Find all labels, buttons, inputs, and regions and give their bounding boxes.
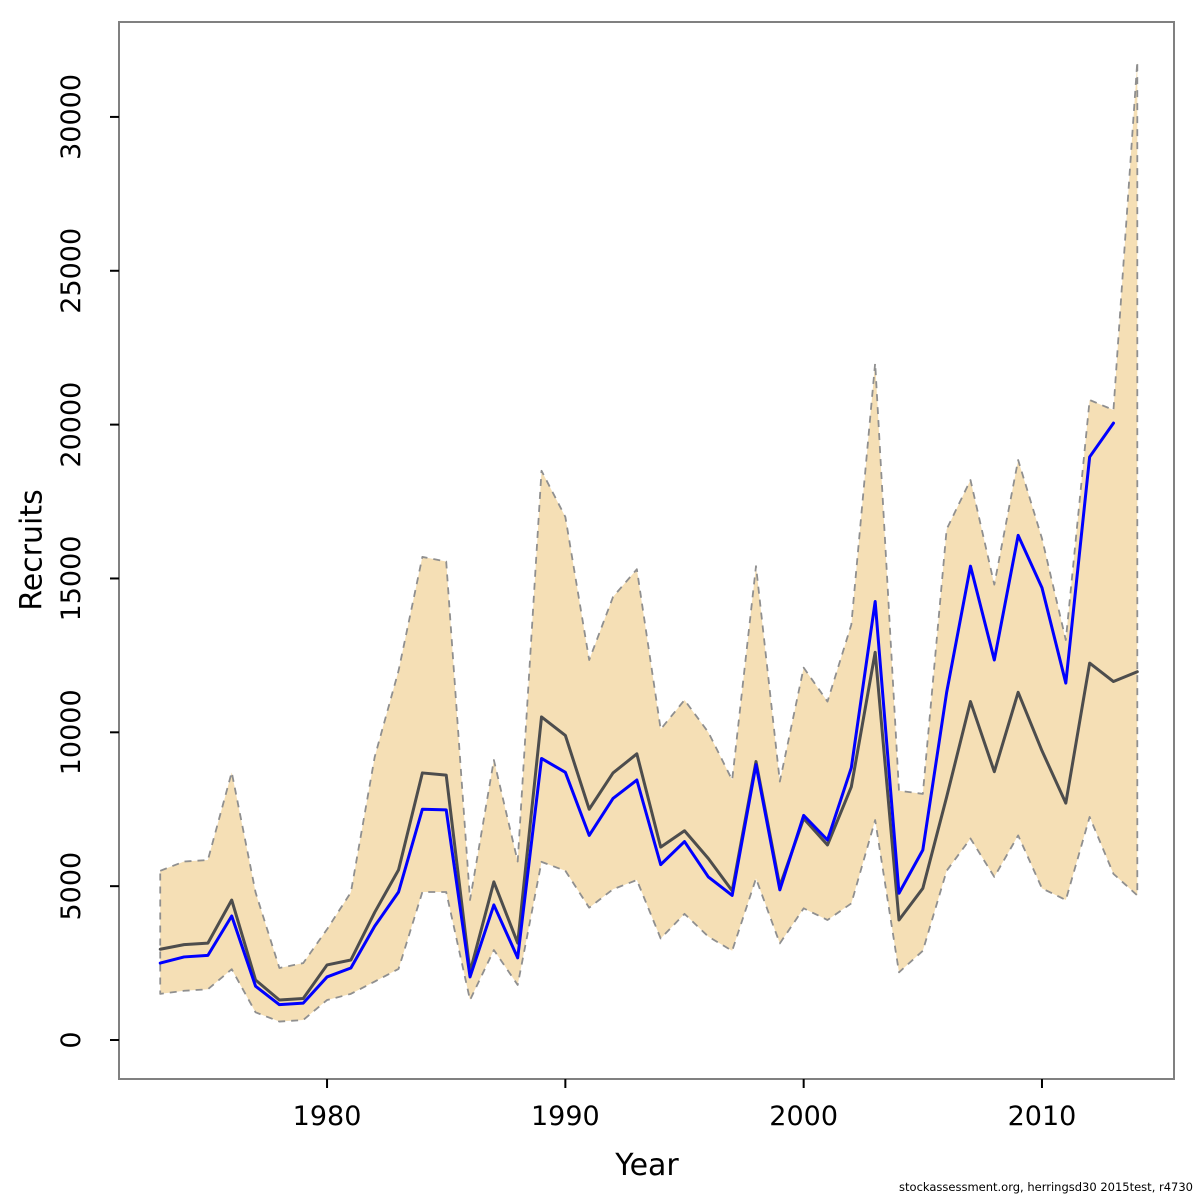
- plot-box: [118, 21, 1175, 1080]
- x-axis-label: Year: [615, 1148, 679, 1183]
- confidence-band: [159, 60, 1139, 1023]
- x-tick-label: 1980: [293, 1101, 362, 1132]
- y-tick-label: 15000: [56, 536, 87, 622]
- y-axis-label: Recruits: [14, 489, 50, 611]
- x-tick-label: 2010: [1008, 1101, 1077, 1132]
- y-tick-label: 5000: [56, 852, 87, 921]
- y-tick-label: 0: [56, 1031, 87, 1048]
- x-tick-label: 1990: [531, 1101, 600, 1132]
- y-tick-label: 10000: [56, 689, 87, 775]
- y-tick-label: 20000: [56, 382, 87, 468]
- y-axis: 0 5000 10000 15000 20000 25000 30000: [56, 74, 119, 1049]
- gray-line: [158, 650, 1139, 1002]
- y-tick-label: 30000: [56, 74, 87, 160]
- credit-text: stockassessment.org, herringsd30 2015tes…: [899, 1180, 1193, 1194]
- x-axis: 1980 1990 2000 2010: [293, 1079, 1077, 1132]
- x-tick-label: 2000: [769, 1101, 838, 1132]
- blue-line: [158, 421, 1115, 1007]
- y-tick-label: 25000: [56, 228, 87, 314]
